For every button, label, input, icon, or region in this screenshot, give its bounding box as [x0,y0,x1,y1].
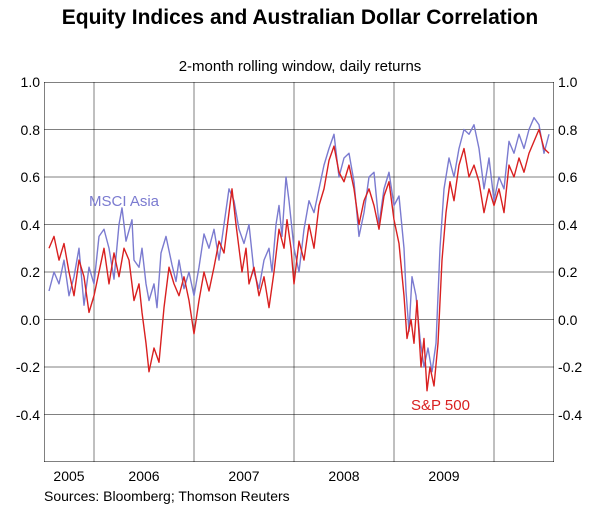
chart-title: Equity Indices and Australian Dollar Cor… [0,6,600,30]
y-tick-label-left: 0.2 [21,264,40,280]
y-tick-label-left: -0.2 [16,359,40,375]
y-tick-label-right: -0.2 [558,359,582,375]
y-tick-label-right: 0.4 [558,217,577,233]
y-tick-label-left: 0.8 [21,122,40,138]
x-tick-label: 2007 [228,468,259,484]
y-tick-label-right: 1.0 [558,74,577,90]
y-tick-label-right: 0.0 [558,312,577,328]
y-tick-label-left: 0.6 [21,169,40,185]
y-tick-label-left: 0.4 [21,217,40,233]
y-tick-label-right: 0.8 [558,122,577,138]
y-tick-label-left: 0.0 [21,312,40,328]
plot-svg [44,82,554,462]
sources-text: Sources: Bloomberg; Thomson Reuters [44,488,290,504]
plot-area [44,82,554,462]
series-label-msci-asia: MSCI Asia [89,193,159,210]
x-tick-label: 2005 [53,468,84,484]
series-label-s-p-500: S&P 500 [411,397,470,414]
y-tick-label-right: -0.4 [558,407,582,423]
chart-container: Equity Indices and Australian Dollar Cor… [0,0,600,508]
y-tick-label-left: -0.4 [16,407,40,423]
chart-subtitle: 2-month rolling window, daily returns [0,58,600,75]
y-tick-label-right: 0.2 [558,264,577,280]
y-tick-label-right: 0.6 [558,169,577,185]
x-tick-label: 2009 [428,468,459,484]
x-tick-label: 2006 [128,468,159,484]
x-tick-label: 2008 [328,468,359,484]
y-tick-label-left: 1.0 [21,74,40,90]
